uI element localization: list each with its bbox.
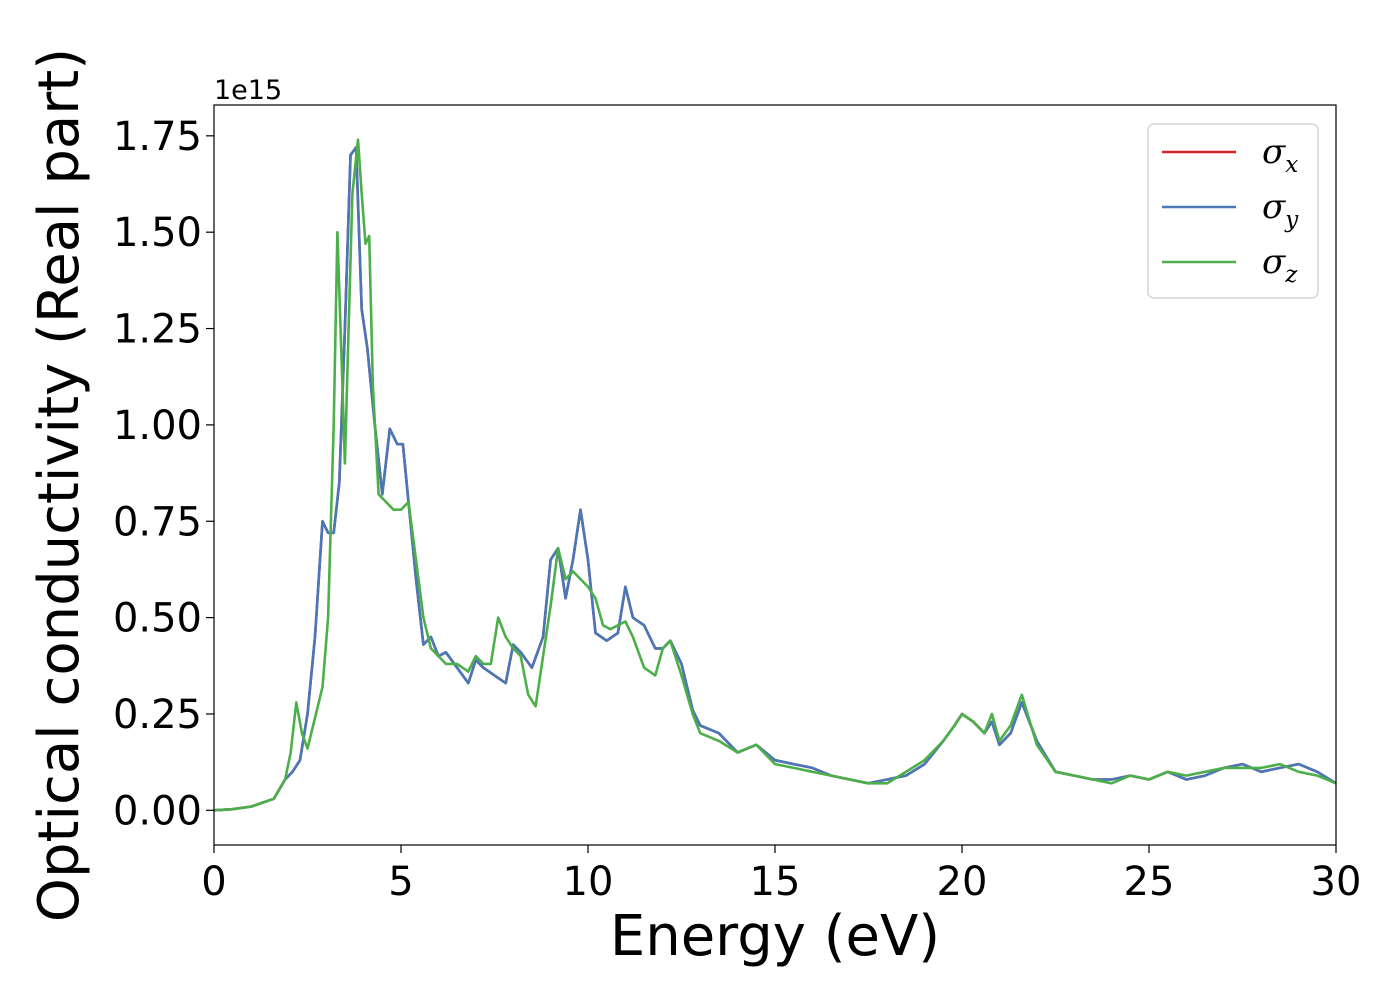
x-tick-label: 5 <box>388 859 413 905</box>
y-axis-title: Optical conductivity (Real part) <box>27 48 92 922</box>
series-line-y <box>214 146 1336 812</box>
y-tick-label: 1.50 <box>113 210 202 256</box>
x-axis-title: Energy (eV) <box>610 904 940 969</box>
y-tick-label: 1.00 <box>113 403 202 449</box>
series-layer <box>214 138 1336 812</box>
y-tick-label: 1.25 <box>113 307 202 353</box>
legend-symbol: σ <box>1262 187 1286 227</box>
y-offset-text: 1e15 <box>214 75 282 106</box>
series-line-z <box>214 138 1336 812</box>
x-axis: 0 5 10 15 20 25 30 <box>201 845 1361 905</box>
y-tick-label: 0.25 <box>113 692 202 738</box>
y-tick-label: 0.00 <box>113 788 202 834</box>
y-tick-label: 0.50 <box>113 596 202 642</box>
legend-box <box>1147 123 1319 299</box>
legend-subscript: x <box>1285 152 1298 178</box>
y-axis: 0.00 0.25 0.50 0.75 1.00 1.25 1.50 1.75 <box>113 114 214 834</box>
legend-subscript: y <box>1284 207 1299 233</box>
x-tick-label: 20 <box>937 859 988 905</box>
x-tick-label: 30 <box>1311 859 1362 905</box>
x-tick-label: 10 <box>563 859 614 905</box>
x-tick-label: 0 <box>201 859 226 905</box>
legend-label: σy <box>1262 187 1299 233</box>
y-tick-label: 0.75 <box>113 499 202 545</box>
x-tick-label: 15 <box>750 859 801 905</box>
legend-label: σx <box>1262 132 1298 178</box>
legend-label: σz <box>1262 242 1298 288</box>
legend-subscript: z <box>1284 262 1298 288</box>
legend-symbol: σ <box>1262 242 1286 282</box>
legend-symbol: σ <box>1262 132 1286 172</box>
x-tick-label: 25 <box>1124 859 1175 905</box>
y-tick-label: 1.75 <box>113 114 202 160</box>
